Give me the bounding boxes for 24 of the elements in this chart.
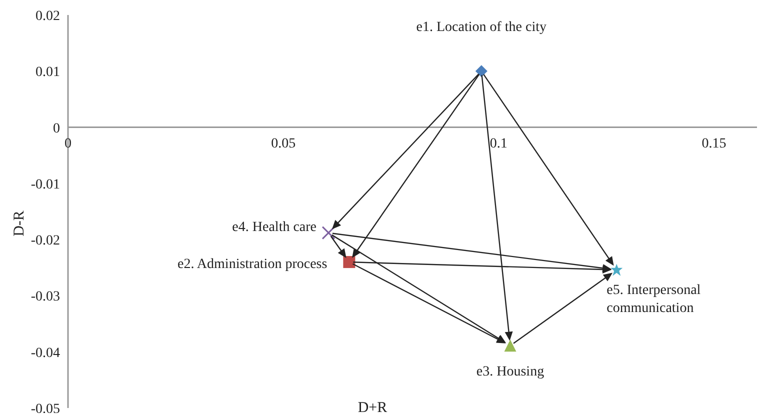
y-axis-title: D-R	[11, 210, 28, 236]
y-tick-label: 0.02	[36, 8, 60, 24]
series-label: e3. Housing	[476, 364, 544, 380]
y-tick-label: -0.01	[30, 177, 60, 192]
series-label: e5. Interpersonal communication	[606, 282, 701, 316]
point	[343, 256, 356, 268]
point	[610, 264, 623, 276]
x-tick-label: 0.1	[490, 136, 508, 152]
point	[322, 226, 336, 240]
x-tick-label: 0.05	[271, 136, 296, 152]
y-tick-label: -0.05	[30, 402, 60, 415]
y-tick-label: -0.03	[30, 290, 60, 305]
y-tick-label: 0.01	[36, 65, 60, 80]
x-tick-label: 0.15	[702, 136, 726, 152]
y-tick-label: 0	[53, 121, 60, 136]
x-axis-title: D+R	[358, 400, 388, 415]
text: e1. Location of the city	[416, 20, 547, 36]
series-label: e4. Health care	[232, 220, 317, 235]
y-tick-label: -0.04	[30, 346, 60, 361]
series-label: e2. Administration process	[177, 257, 328, 272]
x-tick-label: 0	[64, 136, 72, 152]
y-tick-label: -0.02	[30, 234, 60, 249]
point	[475, 65, 488, 78]
point	[504, 340, 516, 352]
